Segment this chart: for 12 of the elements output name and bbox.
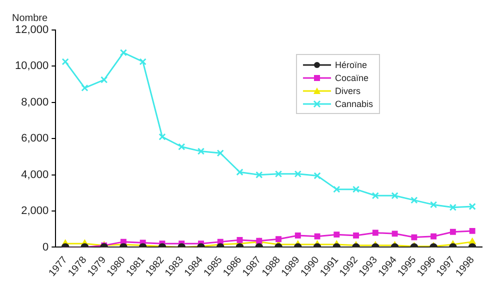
y-tick-label: 6,000 <box>21 132 49 145</box>
legend-label: Héroïne <box>334 60 367 70</box>
y-tick-label: 12,000 <box>14 24 49 36</box>
y-tick-label: 10,000 <box>14 60 49 72</box>
y-axis-title: Nombre <box>12 12 48 24</box>
y-tick-label: 4,000 <box>21 168 49 181</box>
y-tick-label: 2,000 <box>21 205 49 218</box>
legend-label: Divers <box>334 86 360 96</box>
y-tick-label: 8,000 <box>21 96 49 108</box>
legend-label: Cannabis <box>334 98 373 108</box>
legend-label: Cocaïne <box>334 72 368 82</box>
y-tick-label: 0 <box>42 241 49 254</box>
